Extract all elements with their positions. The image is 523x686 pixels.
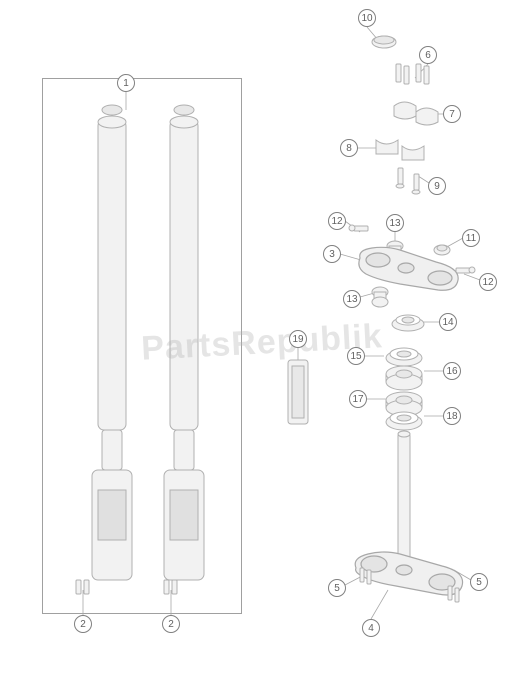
callout-4: 4 <box>362 619 380 637</box>
exploded-diagram: PartsRepublik 12234556789101112121313141… <box>0 0 523 686</box>
callout-5: 5 <box>328 579 346 597</box>
callout-number: 16 <box>443 362 461 380</box>
parts-svg <box>0 0 523 686</box>
callout-number: 7 <box>443 105 461 123</box>
callout-number: 18 <box>443 407 461 425</box>
callout-9: 9 <box>428 177 446 195</box>
callout-1: 1 <box>117 74 135 92</box>
callout-12: 12 <box>328 212 346 230</box>
callout-19: 19 <box>289 330 307 348</box>
callout-number: 5 <box>328 579 346 597</box>
callout-number: 14 <box>439 313 457 331</box>
callout-number: 10 <box>358 9 376 27</box>
callout-number: 6 <box>419 46 437 64</box>
callout-14: 14 <box>439 313 457 331</box>
callout-10: 10 <box>358 9 376 27</box>
callout-16: 16 <box>443 362 461 380</box>
callout-number: 8 <box>340 139 358 157</box>
callout-2: 2 <box>162 615 180 633</box>
callout-number: 2 <box>162 615 180 633</box>
callout-6: 6 <box>419 46 437 64</box>
callout-number: 17 <box>349 390 367 408</box>
callout-number: 3 <box>323 245 341 263</box>
callout-number: 5 <box>470 573 488 591</box>
callout-2: 2 <box>74 615 92 633</box>
callout-15: 15 <box>347 347 365 365</box>
callout-12: 12 <box>479 273 497 291</box>
callout-13: 13 <box>343 290 361 308</box>
callout-18: 18 <box>443 407 461 425</box>
callout-number: 2 <box>74 615 92 633</box>
callout-number: 9 <box>428 177 446 195</box>
callout-number: 13 <box>343 290 361 308</box>
callout-number: 11 <box>462 229 480 247</box>
callout-number: 1 <box>117 74 135 92</box>
callout-5: 5 <box>470 573 488 591</box>
callout-7: 7 <box>443 105 461 123</box>
callout-8: 8 <box>340 139 358 157</box>
callout-number: 12 <box>479 273 497 291</box>
callout-number: 19 <box>289 330 307 348</box>
callout-11: 11 <box>462 229 480 247</box>
callout-number: 4 <box>362 619 380 637</box>
callout-17: 17 <box>349 390 367 408</box>
callout-13: 13 <box>386 214 404 232</box>
callout-3: 3 <box>323 245 341 263</box>
callout-number: 13 <box>386 214 404 232</box>
callout-number: 12 <box>328 212 346 230</box>
callout-number: 15 <box>347 347 365 365</box>
